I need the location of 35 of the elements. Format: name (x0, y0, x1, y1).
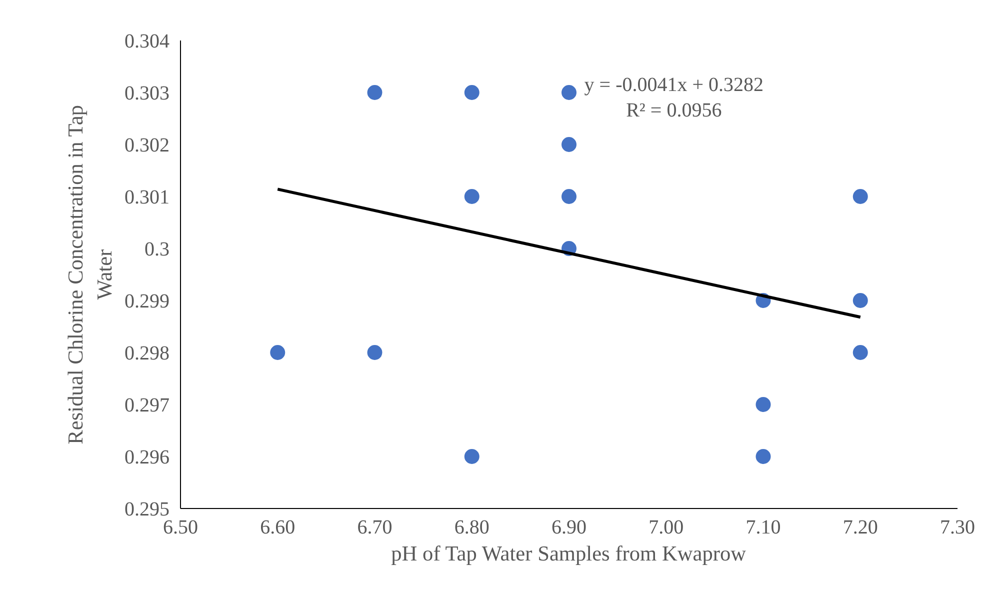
y-tick-label: 0.297 (124, 394, 170, 416)
point (562, 85, 576, 100)
x-tick-label: 6.90 (552, 516, 586, 538)
x-tick-label: 6.60 (260, 516, 296, 538)
y-tick-label: 0.304 (124, 30, 170, 52)
point (852, 345, 868, 360)
point (270, 345, 286, 360)
y-tick-label: 0.302 (124, 134, 170, 156)
point (756, 449, 771, 464)
x-axis-title: pH of Tap Water Samples from Kwaprow (391, 542, 747, 566)
y-tick-label: 0.299 (124, 290, 170, 312)
annotation: y = -0.0041x + 0.3282 (584, 74, 764, 96)
x-tick-label: 7.20 (842, 516, 878, 538)
y-tick-label: 0.296 (124, 446, 170, 468)
y-tick-label: 0.301 (124, 186, 170, 208)
x-tick-label: 7.10 (746, 516, 781, 538)
point (464, 85, 480, 100)
point (562, 137, 576, 152)
point (852, 189, 868, 204)
y-tick-label: 0.303 (124, 82, 170, 104)
point (852, 293, 868, 308)
x-tick-label: 6.80 (454, 516, 490, 538)
x-tick-label: 7.00 (648, 516, 684, 538)
x-tick-label: 6.70 (357, 516, 392, 538)
y-tick-label: 0.3 (144, 238, 170, 260)
point (464, 449, 480, 464)
point (367, 85, 382, 100)
point (367, 345, 382, 360)
point (562, 189, 576, 204)
point (756, 397, 771, 412)
point (464, 189, 480, 204)
y-tick-label: 0.298 (124, 342, 170, 364)
x-tick-label: 7.30 (940, 516, 975, 538)
y-axis-title: Residual Chlorine Concentration in Tap Water (64, 105, 116, 444)
annotation: R² = 0.0956 (626, 100, 722, 122)
